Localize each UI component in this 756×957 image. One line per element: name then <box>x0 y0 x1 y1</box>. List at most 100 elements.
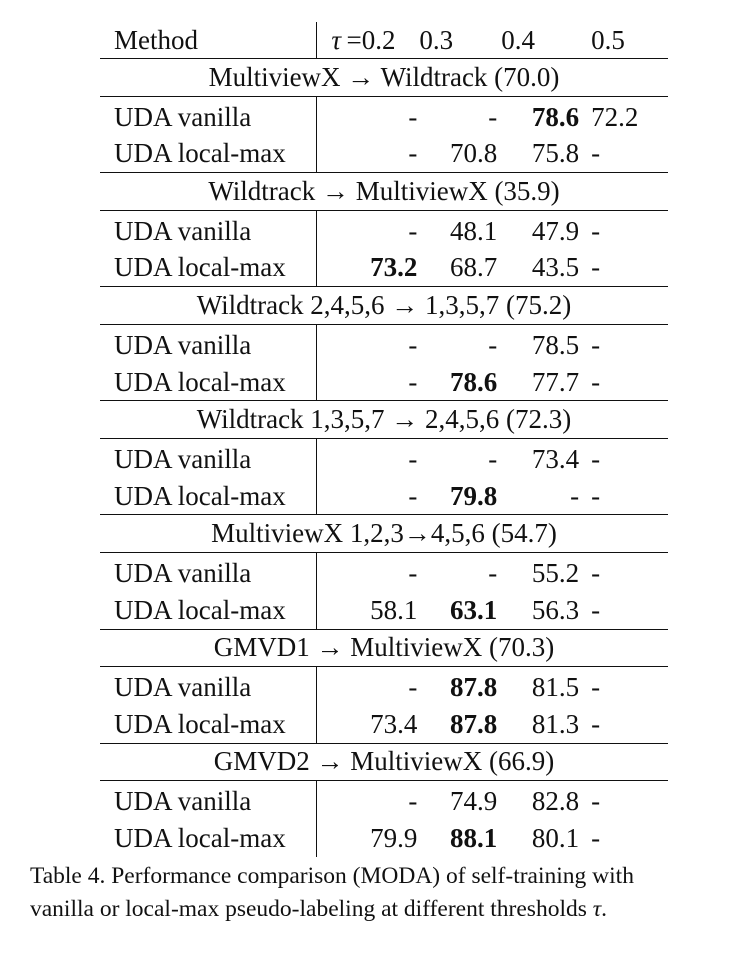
section-header-row: GMVD2 → MultiviewX (66.9) <box>100 742 668 782</box>
table-row: UDA vanilla -48.1 47.9- <box>100 210 668 250</box>
method-cell: UDA vanilla <box>100 324 318 364</box>
method-cell: UDA vanilla <box>100 666 318 706</box>
value-cell: 75.8 <box>531 138 580 169</box>
method-cell: UDA vanilla <box>100 780 318 820</box>
table-caption: Table 4. Performance comparison (MODA) o… <box>30 860 750 926</box>
table-row: UDA vanilla -74.9 82.8- <box>100 780 668 820</box>
method-cell: UDA vanilla <box>100 438 318 478</box>
value-cell: - <box>591 557 601 588</box>
value-cell: 87.8 <box>449 708 498 739</box>
value-cell: 73.2 <box>370 252 418 283</box>
value-cell: 70.8 <box>449 138 498 169</box>
header-method: Method <box>100 22 318 59</box>
table-row: UDA vanilla -87.8 81.5- <box>100 666 668 706</box>
value-cell: 78.6 <box>449 366 498 397</box>
value-cell: - <box>488 101 498 132</box>
table-row: UDA vanilla - - 78.6 72.2 <box>100 96 668 136</box>
table-row: UDA local-max -78.6 77.7- <box>100 363 668 401</box>
table-row: UDA vanilla - -78.5- <box>100 324 668 364</box>
table-row: UDA vanilla - -55.2- <box>100 552 668 592</box>
value-cell: 87.8 <box>449 672 498 703</box>
value-cell: 78.6 <box>531 101 580 132</box>
value-cell: 81.3 <box>531 708 580 739</box>
value-cell: 80.1 <box>531 822 580 853</box>
value-cell: - <box>591 443 601 474</box>
value-cell: 81.5 <box>531 672 580 703</box>
value-cell: - <box>488 329 498 360</box>
caption-line-2-end: . <box>601 896 608 922</box>
value-cell: 48.1 <box>449 215 498 246</box>
value-cell: - <box>591 822 601 853</box>
value-cell: 74.9 <box>449 786 498 817</box>
value-cell: - <box>488 443 498 474</box>
method-cell: UDA local-max <box>100 363 318 401</box>
section-title: Wildtrack 2,4,5,6 → 1,3,5,7 (75.2) <box>100 286 668 325</box>
table-row: UDA local-max 73.2 68.7 43.5- <box>100 249 668 287</box>
value-cell: 55.2 <box>531 557 580 588</box>
value-cell: - <box>408 329 418 360</box>
section-header-row: MultiviewX → Wildtrack (70.0) <box>100 58 668 97</box>
section-title: Wildtrack 1,3,5,7 → 2,4,5,6 (72.3) <box>100 400 668 440</box>
caption-line-1: Table 4. Performance comparison (MODA) o… <box>30 863 634 889</box>
value-cell: 56.3 <box>531 594 580 625</box>
section-title: MultiviewX → Wildtrack (70.0) <box>100 58 668 97</box>
section-header-row: MultiviewX 1,2,3→4,5,6 (54.7) <box>100 514 668 554</box>
table-body: MultiviewX → Wildtrack (70.0) UDA vanilla… <box>100 58 668 857</box>
value-cell: 73.4 <box>370 708 418 739</box>
results-table-container: Method τ =0.2 0.3 0.4 0.5 MultiviewX → W… <box>100 22 668 857</box>
section-title: GMVD2 → MultiviewX (66.9) <box>100 742 668 782</box>
caption-tau-symbol: τ <box>592 896 602 922</box>
value-cell: - <box>408 101 418 132</box>
table-row: UDA local-max 58.1 63.1 56.3- <box>100 591 668 629</box>
header-threshold-3: 0.4 <box>501 24 535 55</box>
value-cell: 88.1 <box>449 822 498 853</box>
method-cell: UDA local-max <box>100 591 318 629</box>
table-row: UDA local-max 79.9 88.1 80.1- <box>100 819 668 857</box>
value-cell: 68.7 <box>449 252 498 283</box>
header-row: Method τ =0.2 0.3 0.4 0.5 <box>100 22 668 59</box>
value-cell: 82.8 <box>531 786 580 817</box>
value-cell: - <box>488 557 498 588</box>
value-cell: - <box>591 329 601 360</box>
header-threshold-1-value: =0.2 <box>346 24 396 55</box>
method-cell: UDA vanilla <box>100 552 318 592</box>
method-cell: UDA vanilla <box>100 210 318 250</box>
value-cell: - <box>591 594 601 625</box>
section-title: MultiviewX 1,2,3→4,5,6 (54.7) <box>100 514 668 554</box>
value-cell: 63.1 <box>449 594 498 625</box>
value-cell: 77.7 <box>531 366 580 397</box>
method-cell: UDA local-max <box>100 249 318 287</box>
value-cell: - <box>408 366 418 397</box>
method-cell: UDA local-max <box>100 819 318 857</box>
value-cell: 79.8 <box>449 480 498 511</box>
value-cell: - <box>408 672 418 703</box>
value-cell: - <box>591 215 601 246</box>
value-cell: 47.9 <box>531 215 580 246</box>
value-cell: 43.5 <box>531 252 580 283</box>
value-cell: - <box>591 708 601 739</box>
header-threshold-2: 0.3 <box>419 24 454 55</box>
section-title: Wildtrack → MultiviewX (35.9) <box>100 172 668 211</box>
table-row: UDA local-max -79.8- - <box>100 477 668 515</box>
section-title: GMVD1 → MultiviewX (70.3) <box>100 628 668 668</box>
method-cell: UDA local-max <box>100 705 318 744</box>
value-cell: 73.4 <box>531 443 580 474</box>
section-header-row: Wildtrack 1,3,5,7 → 2,4,5,6 (72.3) <box>100 400 668 440</box>
value-cell: - <box>570 480 580 511</box>
value-cell: - <box>591 138 601 169</box>
value-cell: 79.9 <box>370 822 418 853</box>
method-cell: UDA local-max <box>100 135 318 173</box>
method-cell: UDA vanilla <box>100 96 318 136</box>
value-cell: - <box>591 252 601 283</box>
value-cell: - <box>408 480 418 511</box>
table-row: UDA vanilla - -73.4- <box>100 438 668 478</box>
results-table: Method τ =0.2 0.3 0.4 0.5 MultiviewX → W… <box>100 22 668 857</box>
tau-symbol: τ <box>331 24 342 55</box>
value-cell: - <box>591 672 601 703</box>
value-cell: - <box>408 557 418 588</box>
table-row: UDA local-max 73.4 87.8 81.3- <box>100 705 668 744</box>
value-cell: - <box>591 480 601 511</box>
value-cell: - <box>408 786 418 817</box>
caption-line-2: vanilla or local-max pseudo-labeling at … <box>30 893 750 926</box>
method-cell: UDA local-max <box>100 477 318 515</box>
